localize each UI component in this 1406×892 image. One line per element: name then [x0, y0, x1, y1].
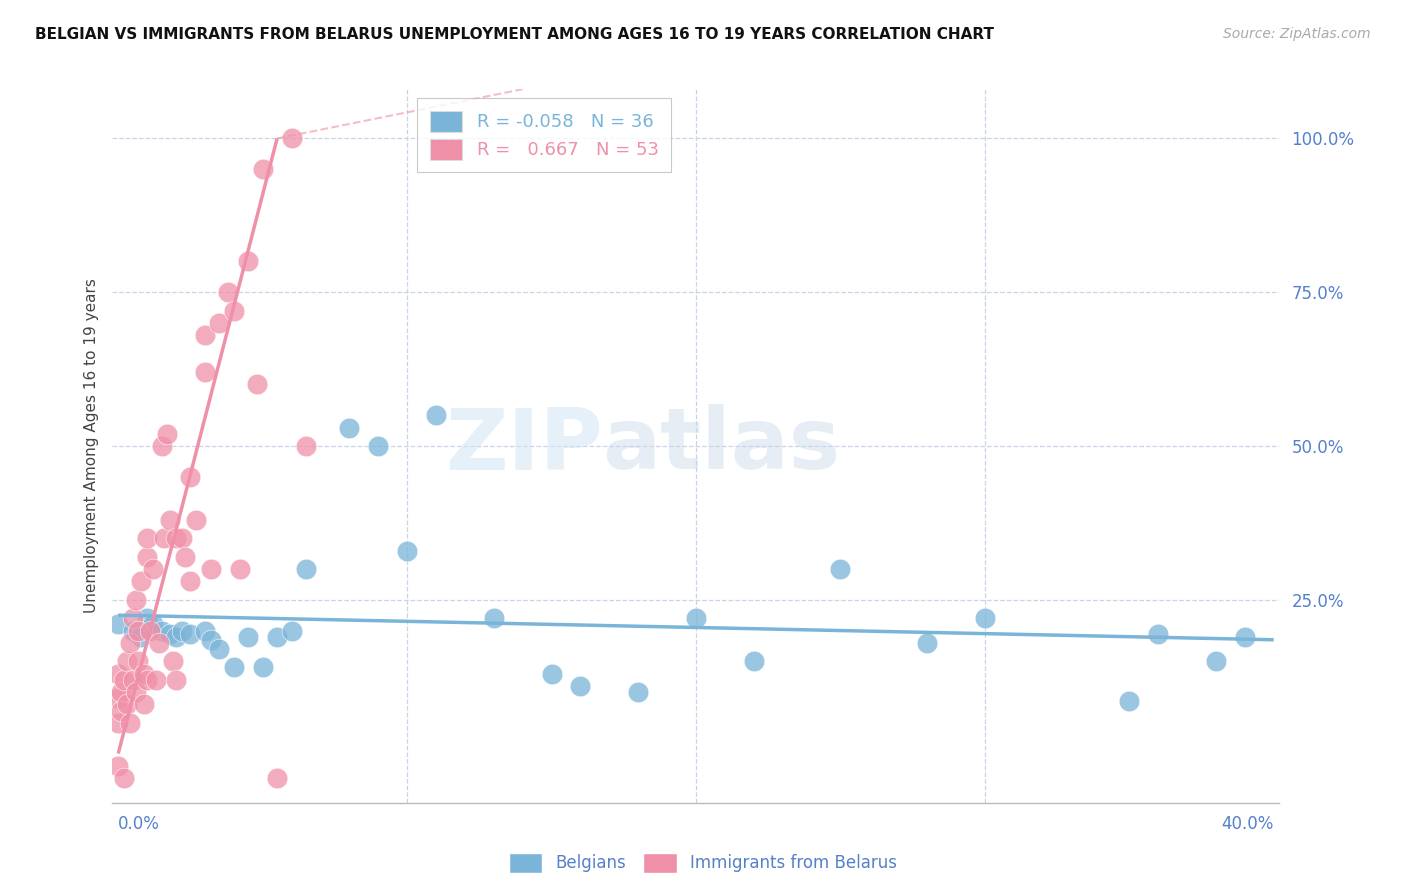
- Point: [115, 698, 138, 712]
- Point: [280, 131, 302, 145]
- Point: [110, 704, 132, 718]
- Y-axis label: Unemployment Among Ages 16 to 19 years: Unemployment Among Ages 16 to 19 years: [83, 278, 98, 614]
- Point: [131, 574, 153, 589]
- Point: [139, 624, 162, 638]
- Point: [153, 531, 176, 545]
- Point: [915, 636, 938, 650]
- Point: [179, 626, 201, 640]
- Point: [118, 636, 141, 650]
- Point: [127, 654, 149, 668]
- Point: [134, 698, 156, 712]
- Point: [107, 759, 129, 773]
- Point: [142, 562, 165, 576]
- Point: [170, 531, 193, 545]
- Point: [124, 685, 146, 699]
- Point: [179, 469, 201, 483]
- Text: atlas: atlas: [603, 404, 841, 488]
- Point: [228, 562, 250, 576]
- Point: [115, 654, 138, 668]
- Text: ZIP: ZIP: [444, 404, 603, 488]
- Point: [396, 543, 419, 558]
- Point: [266, 630, 288, 644]
- Point: [830, 562, 852, 576]
- Point: [200, 632, 222, 647]
- Text: 0.0%: 0.0%: [118, 815, 160, 833]
- Point: [280, 624, 302, 638]
- Point: [159, 513, 181, 527]
- Point: [295, 439, 318, 453]
- Point: [124, 592, 146, 607]
- Point: [200, 562, 222, 576]
- Point: [222, 303, 245, 318]
- Point: [569, 679, 592, 693]
- Point: [540, 666, 562, 681]
- Point: [186, 513, 208, 527]
- Point: [107, 691, 129, 706]
- Point: [148, 636, 170, 650]
- Point: [112, 771, 135, 785]
- Point: [118, 715, 141, 730]
- Point: [107, 617, 129, 632]
- Text: BELGIAN VS IMMIGRANTS FROM BELARUS UNEMPLOYMENT AMONG AGES 16 TO 19 YEARS CORREL: BELGIAN VS IMMIGRANTS FROM BELARUS UNEMP…: [35, 27, 994, 42]
- Point: [266, 771, 288, 785]
- Point: [136, 549, 159, 564]
- Point: [208, 642, 231, 657]
- Point: [159, 626, 181, 640]
- Point: [162, 654, 184, 668]
- Point: [179, 574, 201, 589]
- Point: [627, 685, 650, 699]
- Point: [367, 439, 389, 453]
- Point: [173, 549, 195, 564]
- Point: [222, 660, 245, 674]
- Point: [194, 328, 217, 343]
- Text: 40.0%: 40.0%: [1222, 815, 1274, 833]
- Point: [136, 611, 159, 625]
- Text: Source: ZipAtlas.com: Source: ZipAtlas.com: [1223, 27, 1371, 41]
- Point: [337, 420, 360, 434]
- Point: [252, 660, 274, 674]
- Point: [973, 611, 995, 625]
- Point: [107, 715, 129, 730]
- Point: [425, 409, 447, 423]
- Point: [156, 426, 179, 441]
- Point: [194, 365, 217, 379]
- Point: [1118, 694, 1140, 708]
- Point: [208, 316, 231, 330]
- Point: [134, 666, 156, 681]
- Point: [150, 439, 173, 453]
- Point: [121, 611, 143, 625]
- Point: [107, 666, 129, 681]
- Point: [238, 254, 260, 268]
- Point: [1233, 630, 1256, 644]
- Point: [685, 611, 707, 625]
- Point: [150, 624, 173, 638]
- Point: [112, 673, 135, 687]
- Point: [131, 630, 153, 644]
- Point: [142, 617, 165, 632]
- Point: [145, 673, 167, 687]
- Point: [246, 377, 269, 392]
- Point: [482, 611, 505, 625]
- Point: [252, 162, 274, 177]
- Legend: Belgians, Immigrants from Belarus: Belgians, Immigrants from Belarus: [502, 847, 904, 880]
- Point: [238, 630, 260, 644]
- Point: [165, 630, 187, 644]
- Point: [1147, 626, 1170, 640]
- Point: [170, 624, 193, 638]
- Point: [127, 624, 149, 638]
- Point: [217, 285, 239, 300]
- Point: [194, 624, 217, 638]
- Point: [1205, 654, 1227, 668]
- Point: [165, 673, 187, 687]
- Point: [295, 562, 318, 576]
- Point: [136, 673, 159, 687]
- Point: [121, 673, 143, 687]
- Point: [165, 531, 187, 545]
- Point: [742, 654, 765, 668]
- Point: [110, 685, 132, 699]
- Point: [121, 624, 143, 638]
- Point: [136, 531, 159, 545]
- Legend: R = -0.058   N = 36, R =   0.667   N = 53: R = -0.058 N = 36, R = 0.667 N = 53: [418, 98, 672, 172]
